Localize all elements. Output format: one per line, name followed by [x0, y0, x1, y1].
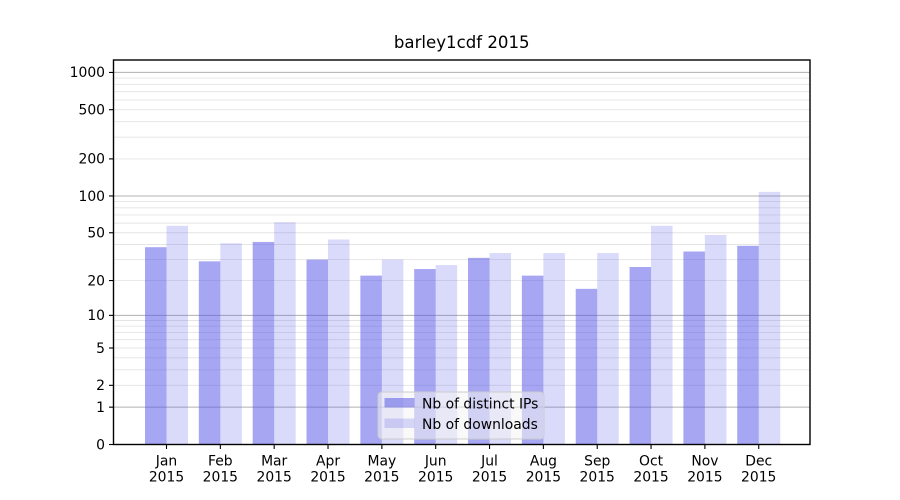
x-tick-label-month: May: [368, 454, 397, 470]
bar-ips-nov: [683, 251, 705, 445]
y-axis: 0 1 2 5 10 20 50 100 200 500 1000: [70, 65, 114, 453]
x-tick-label-month: Jul: [480, 454, 498, 470]
bar-downloads-sep: [597, 253, 619, 445]
x-tick-label-month: Sep: [584, 454, 610, 470]
x-tick-label-month: Mar: [261, 454, 287, 470]
y-tick-label: 50: [87, 226, 105, 242]
x-tick-label-year: 2015: [364, 470, 399, 486]
x-tick-label-month: Oct: [639, 454, 664, 470]
x-tick-label-year: 2015: [472, 470, 507, 486]
x-tick-label-year: 2015: [257, 470, 292, 486]
y-tick-label: 20: [87, 273, 105, 289]
bar-downloads-apr: [328, 239, 350, 445]
bar-ips-dec: [737, 245, 759, 445]
x-tick-label-month: Nov: [691, 454, 718, 470]
x-tick-label-year: 2015: [580, 470, 615, 486]
y-tick-label: 100: [78, 189, 105, 205]
legend-swatch-ips: [384, 398, 415, 408]
bar-downloads-nov: [704, 234, 727, 445]
y-tick-label: 2: [96, 378, 105, 394]
bar-ips-sep: [575, 288, 598, 445]
legend: Nb of distinct IPs Nb of downloads: [377, 391, 545, 440]
gridlines-minor: [113, 77, 810, 386]
legend-label-downloads: Nb of downloads: [422, 417, 538, 433]
y-tick-label: 10: [87, 308, 105, 324]
bar-ips-mar: [252, 241, 275, 445]
x-tick-label-year: 2015: [687, 470, 722, 486]
x-tick-label-year: 2015: [418, 470, 453, 486]
x-tick-label-month: Dec: [745, 454, 772, 470]
x-tick-label-month: Jun: [424, 454, 447, 470]
bar-downloads-aug: [543, 253, 565, 445]
x-tick-label-year: 2015: [310, 470, 345, 486]
x-tick-label-year: 2015: [741, 470, 776, 486]
y-tick-label: 1: [96, 400, 105, 416]
x-tick-label-year: 2015: [149, 470, 184, 486]
bar-downloads-feb: [220, 243, 242, 445]
bar-ips-jan: [145, 247, 167, 445]
x-tick-label-month: Jan: [155, 454, 177, 470]
x-tick-label-month: Aug: [530, 454, 557, 470]
x-tick-label-year: 2015: [633, 470, 668, 486]
bar-downloads-mar: [274, 222, 296, 445]
bar-ips-apr: [306, 259, 329, 445]
y-tick-label: 1000: [70, 65, 105, 81]
y-tick-label: 500: [78, 103, 105, 119]
x-axis: Jan2015Feb2015Mar2015Apr2015May2015Jun20…: [149, 444, 776, 486]
bar-ips-feb: [198, 261, 221, 445]
legend-swatch-downloads: [384, 418, 415, 428]
x-tick-label-year: 2015: [203, 470, 238, 486]
bar-downloads-oct: [651, 225, 673, 445]
legend-label-ips: Nb of distinct IPs: [422, 397, 538, 413]
bar-downloads-dec: [758, 191, 781, 445]
bar-ips-may: [360, 275, 382, 445]
bar-ips-oct: [629, 267, 652, 445]
x-tick-label-month: Apr: [316, 454, 340, 470]
y-tick-label: 200: [78, 152, 105, 168]
chart-title: barley1cdf 2015: [394, 33, 530, 52]
y-tick-label: 5: [96, 341, 105, 357]
legend-box: [377, 391, 545, 440]
x-tick-label-year: 2015: [526, 470, 561, 486]
y-tick-label: 0: [96, 437, 105, 453]
bar-downloads-jan: [166, 225, 188, 445]
plot-border: [112, 59, 811, 446]
x-tick-label-month: Feb: [208, 454, 233, 470]
